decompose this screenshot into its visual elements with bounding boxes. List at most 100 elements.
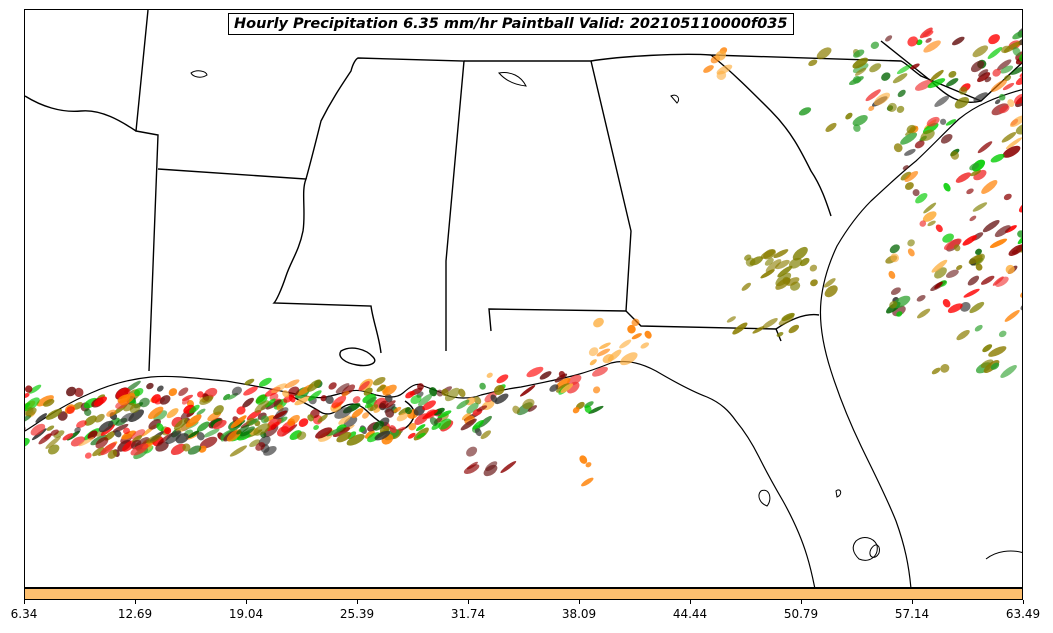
- paintball-blob: [372, 376, 386, 386]
- paintball-blob: [408, 422, 417, 431]
- paintball-blob: [203, 428, 220, 438]
- paintball-blob: [916, 295, 926, 302]
- paintball-blob: [166, 408, 179, 419]
- paintball-blob: [760, 249, 776, 259]
- paintball-blob: [745, 257, 756, 267]
- paintball-blob: [25, 414, 32, 423]
- paintball-blob: [254, 400, 270, 413]
- paintball-blob: [196, 408, 206, 416]
- paintball-blob: [900, 132, 918, 145]
- paintball-blob: [581, 477, 594, 487]
- paintball-blob: [187, 430, 200, 439]
- paintball-blob: [231, 386, 242, 396]
- paintball-blob: [197, 391, 204, 398]
- paintball-blob: [25, 393, 30, 398]
- paintball-blob: [1002, 82, 1015, 91]
- colorbar-tick: [911, 600, 913, 604]
- paintball-blob: [970, 169, 981, 177]
- paintball-blob: [396, 412, 409, 422]
- paintball-blob: [592, 366, 608, 377]
- paintball-blob: [607, 349, 622, 362]
- paintball-blob: [267, 421, 280, 432]
- paintball-blob: [1009, 115, 1022, 128]
- paintball-blob: [726, 316, 736, 323]
- paintball-blob: [335, 383, 350, 394]
- colorbar-tick-label: 63.49: [1005, 607, 1041, 621]
- paintball-blob: [549, 384, 559, 392]
- paintball-blob: [904, 170, 919, 183]
- paintball-blob: [988, 34, 1000, 45]
- paintball-blob: [331, 395, 347, 408]
- paintball-blob: [93, 396, 107, 407]
- paintball-blob: [117, 394, 131, 404]
- paintball-blob: [896, 64, 912, 75]
- paintball-blob: [1020, 288, 1022, 299]
- paintball-blob: [943, 238, 962, 251]
- paintball-blob: [1003, 74, 1012, 82]
- paintball-blob: [584, 405, 592, 413]
- paintball-blob: [781, 312, 795, 321]
- colorbar-tick: [467, 600, 469, 604]
- paintball-blob: [907, 36, 918, 47]
- paintball-blob: [952, 36, 965, 46]
- paintball-blob: [45, 436, 61, 449]
- paintball-blob: [896, 105, 905, 113]
- paintball-blob: [438, 418, 452, 430]
- paintball-blob: [182, 394, 193, 402]
- paintball-blob: [915, 192, 928, 204]
- paintball-blob: [956, 265, 963, 270]
- paintball-blob: [845, 112, 853, 120]
- paintball-blob: [374, 430, 391, 441]
- paintball-blob: [914, 140, 925, 149]
- florida-east-coast: [819, 88, 1022, 587]
- paintball-blob: [74, 427, 81, 433]
- paintball-blob: [942, 298, 951, 308]
- paintball-blob: [185, 414, 202, 428]
- paintball-blob: [242, 397, 254, 408]
- paintball-blob: [798, 107, 812, 116]
- paintball-blob: [466, 402, 479, 414]
- paintball-blob: [358, 426, 366, 433]
- paintball-blob: [146, 382, 154, 390]
- paintball-blob: [810, 279, 818, 287]
- paintball-blob: [1018, 200, 1022, 213]
- paintball-blob: [187, 445, 202, 455]
- paintball-blob: [66, 406, 75, 414]
- paintball-blob: [53, 430, 65, 438]
- colorbar-tick: [245, 600, 247, 604]
- paintball-blob: [593, 386, 601, 394]
- paintball-blob: [151, 394, 161, 404]
- paintball-blob: [213, 405, 224, 416]
- paintball-blob: [385, 408, 395, 418]
- paintball-blob: [367, 432, 381, 443]
- paintball-blob: [1005, 264, 1015, 274]
- colorbar: [24, 588, 1023, 600]
- paintball-blob: [410, 395, 422, 404]
- paintball-blob: [87, 430, 98, 440]
- paintball-blob: [199, 436, 218, 449]
- paintball-blob: [579, 455, 588, 464]
- paintball-blob: [752, 326, 765, 334]
- paintball-blob: [999, 105, 1010, 114]
- paintball-blob: [589, 359, 597, 366]
- paintball-blob: [825, 122, 837, 132]
- paintball-blob: [346, 433, 365, 446]
- paintball-blob: [296, 431, 307, 440]
- paintball-blob: [945, 269, 959, 278]
- paintball-blob: [716, 70, 727, 81]
- paintball-blob: [413, 405, 425, 416]
- paintball-blob: [1000, 365, 1017, 378]
- paintball-blob: [84, 452, 92, 459]
- paintball-blob: [298, 418, 309, 427]
- paintball-blob: [66, 386, 77, 397]
- paintball-blob: [463, 464, 480, 475]
- paintball-blob: [947, 303, 963, 314]
- paintball-blob: [1003, 193, 1012, 201]
- paintball-blob: [919, 220, 927, 227]
- paintball-blob: [741, 282, 751, 291]
- paintball-blob: [307, 414, 314, 422]
- paintball-blob: [930, 69, 944, 81]
- paintball-blob: [892, 73, 908, 84]
- paintball-blob: [969, 162, 980, 171]
- colorbar-tick: [689, 600, 691, 604]
